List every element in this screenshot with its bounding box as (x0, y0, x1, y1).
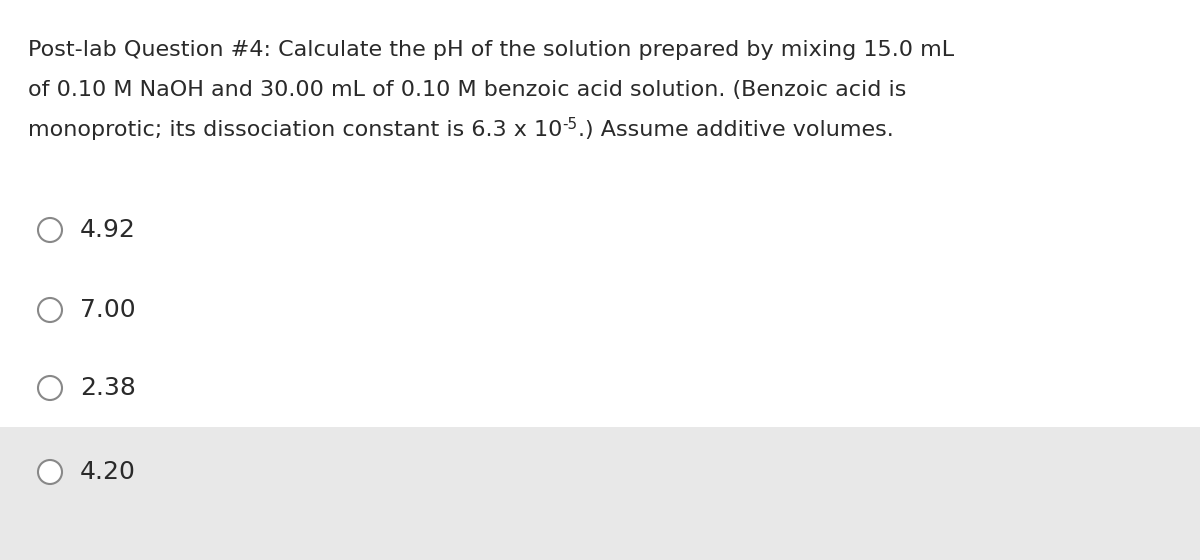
Text: .) Assume additive volumes.: .) Assume additive volumes. (577, 120, 893, 140)
Text: 4.92: 4.92 (80, 218, 136, 242)
Bar (0, 427, 1200, 560)
Circle shape (38, 218, 62, 242)
Circle shape (38, 376, 62, 400)
Circle shape (38, 298, 62, 322)
Circle shape (38, 460, 62, 484)
Text: Post-lab Question #4: Calculate the pH of the solution prepared by mixing 15.0 m: Post-lab Question #4: Calculate the pH o… (28, 40, 954, 60)
Text: 2.38: 2.38 (80, 376, 136, 400)
Text: monoprotic; its dissociation constant is 6.3 x 10: monoprotic; its dissociation constant is… (28, 120, 563, 140)
Text: -5: -5 (563, 117, 577, 132)
Text: 4.20: 4.20 (80, 460, 136, 484)
Text: 7.00: 7.00 (80, 298, 136, 322)
Text: of 0.10 M NaOH and 30.00 mL of 0.10 M benzoic acid solution. (Benzoic acid is: of 0.10 M NaOH and 30.00 mL of 0.10 M be… (28, 80, 906, 100)
